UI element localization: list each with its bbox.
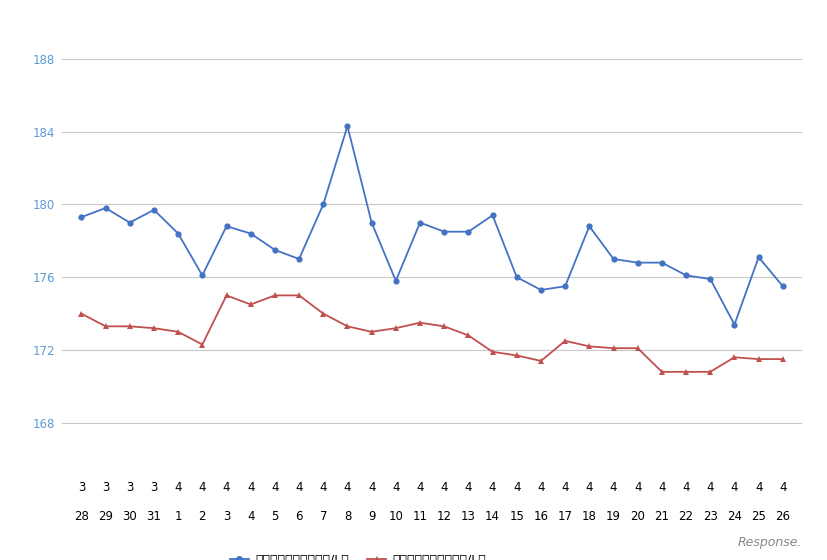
Text: 4: 4 xyxy=(634,481,642,494)
Text: 4: 4 xyxy=(392,481,399,494)
Text: 25: 25 xyxy=(751,510,766,523)
Text: 4: 4 xyxy=(706,481,714,494)
Text: 4: 4 xyxy=(779,481,786,494)
Text: 8: 8 xyxy=(344,510,351,523)
Text: 4: 4 xyxy=(586,481,593,494)
Text: 4: 4 xyxy=(222,481,230,494)
Text: 30: 30 xyxy=(122,510,137,523)
Text: 12: 12 xyxy=(437,510,452,523)
Text: 4: 4 xyxy=(271,481,279,494)
Text: 11: 11 xyxy=(413,510,428,523)
Text: 31: 31 xyxy=(146,510,161,523)
Text: 5: 5 xyxy=(271,510,279,523)
Text: 21: 21 xyxy=(654,510,669,523)
Text: 28: 28 xyxy=(74,510,88,523)
Text: 4: 4 xyxy=(441,481,448,494)
Text: 3: 3 xyxy=(126,481,133,494)
Text: 4: 4 xyxy=(562,481,569,494)
Text: 4: 4 xyxy=(416,481,423,494)
Text: 4: 4 xyxy=(368,481,375,494)
Text: 3: 3 xyxy=(102,481,109,494)
Text: 4: 4 xyxy=(344,481,351,494)
Legend: ハイオク看板価格（円/L）, ハイオク実売価格（円/L）: ハイオク看板価格（円/L）, ハイオク実売価格（円/L） xyxy=(230,553,486,560)
Text: 20: 20 xyxy=(630,510,645,523)
Text: 23: 23 xyxy=(703,510,718,523)
Text: 19: 19 xyxy=(606,510,621,523)
Text: 4: 4 xyxy=(174,481,182,494)
Text: 4: 4 xyxy=(538,481,545,494)
Text: 4: 4 xyxy=(489,481,496,494)
Text: 4: 4 xyxy=(658,481,666,494)
Text: 3: 3 xyxy=(78,481,85,494)
Text: Response.: Response. xyxy=(738,536,802,549)
Text: 10: 10 xyxy=(389,510,404,523)
Text: 3: 3 xyxy=(151,481,158,494)
Text: 14: 14 xyxy=(485,510,500,523)
Text: 4: 4 xyxy=(682,481,690,494)
Text: 4: 4 xyxy=(295,481,303,494)
Text: 4: 4 xyxy=(731,481,739,494)
Text: 3: 3 xyxy=(222,510,230,523)
Text: 22: 22 xyxy=(679,510,694,523)
Text: 29: 29 xyxy=(98,510,113,523)
Text: 2: 2 xyxy=(198,510,206,523)
Text: 13: 13 xyxy=(461,510,476,523)
Text: 18: 18 xyxy=(582,510,597,523)
Text: 6: 6 xyxy=(295,510,303,523)
Text: 4: 4 xyxy=(465,481,472,494)
Text: 4: 4 xyxy=(609,481,617,494)
Text: 17: 17 xyxy=(557,510,572,523)
Text: 4: 4 xyxy=(247,510,255,523)
Text: 4: 4 xyxy=(198,481,206,494)
Text: 26: 26 xyxy=(776,510,791,523)
Text: 24: 24 xyxy=(727,510,742,523)
Text: 4: 4 xyxy=(247,481,255,494)
Text: 16: 16 xyxy=(533,510,548,523)
Text: 4: 4 xyxy=(319,481,327,494)
Text: 4: 4 xyxy=(513,481,520,494)
Text: 4: 4 xyxy=(755,481,762,494)
Text: 9: 9 xyxy=(368,510,375,523)
Text: 7: 7 xyxy=(319,510,327,523)
Text: 1: 1 xyxy=(174,510,182,523)
Text: 15: 15 xyxy=(509,510,524,523)
